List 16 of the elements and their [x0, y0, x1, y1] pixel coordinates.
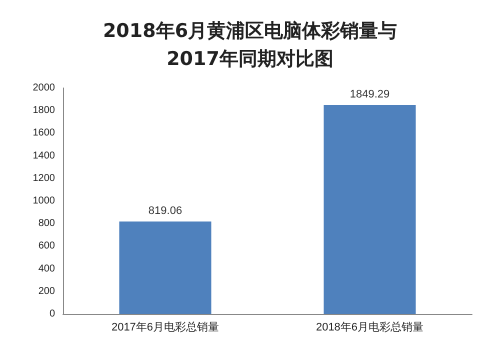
y-tick-label: 2000 [32, 82, 56, 94]
y-tick-label: 0 [49, 308, 56, 320]
chart-title: 2018年6月黄浦区电脑体彩销量与 2017年同期对比图 [102, 20, 398, 70]
y-tick-label: 1800 [32, 105, 56, 116]
y-tick-label: 1200 [32, 172, 56, 184]
x-tick-label: 2018年6月电彩总销量 [316, 320, 424, 334]
y-tick-label: 1600 [32, 128, 56, 139]
y-tick-label: 200 [38, 286, 56, 297]
x-tick-label: 2017年6月电彩总销量 [111, 320, 220, 334]
y-tick-label: 600 [38, 240, 56, 252]
data-label: 819.06 [148, 204, 182, 217]
y-tick-label: 1000 [32, 196, 56, 206]
y-tick-label: 400 [38, 263, 56, 274]
y-tick-label: 800 [38, 218, 56, 230]
data-label: 1849.29 [350, 88, 390, 101]
y-tick-label: 1400 [32, 150, 56, 162]
